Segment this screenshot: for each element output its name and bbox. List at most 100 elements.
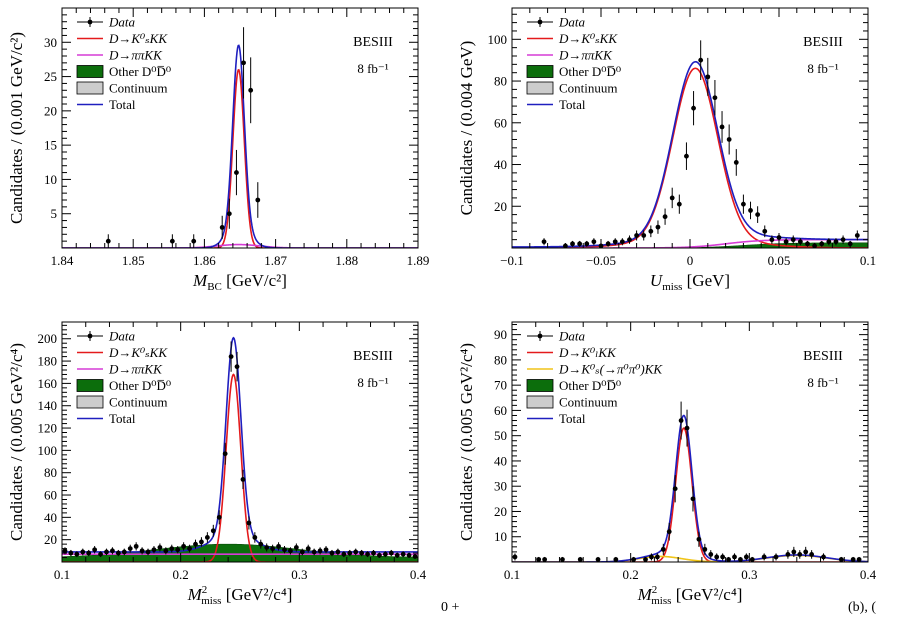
legend-marker-a-0 xyxy=(87,19,93,25)
data-point-b-32 xyxy=(783,239,789,245)
data-point-c-50 xyxy=(359,550,365,556)
data-point-b-31 xyxy=(776,235,782,240)
data-point-d-17 xyxy=(696,536,702,542)
data-point-d-16 xyxy=(690,496,696,502)
data-point-b-39 xyxy=(833,239,839,245)
y-tick-label-b-3: 80 xyxy=(494,74,507,89)
data-point-d-8 xyxy=(643,557,648,562)
data-point-c-14 xyxy=(145,549,151,555)
caption-fragments: 0 + (b), ( xyxy=(0,598,900,628)
curve-a-0 xyxy=(62,68,418,248)
plot-frame-c xyxy=(61,321,419,563)
y-tick-label-d-5: 60 xyxy=(494,403,507,418)
data-point-c-43 xyxy=(317,548,323,554)
data-point-a-4 xyxy=(226,211,232,217)
curve-a-1 xyxy=(62,243,418,248)
x-tick-label-b-1: −0.05 xyxy=(586,253,616,268)
y-tick-label-a-0: 5 xyxy=(51,206,58,221)
fill-band-c-0 xyxy=(62,543,418,562)
x-tick-label-d-0: 0.1 xyxy=(504,567,520,582)
data-point-c-27 xyxy=(222,451,228,457)
data-point-d-35 xyxy=(838,557,844,562)
chart-panel-a: 1.84 1.85 1.86 1.87 1.88 1.89 5 10 15 20 25 30 MBC [… xyxy=(7,7,430,293)
curve-d-2 xyxy=(512,414,868,562)
legend-label-d-0: Data xyxy=(558,329,586,344)
data-point-d-22 xyxy=(726,557,731,562)
data-point-c-59 xyxy=(412,554,418,559)
data-point-b-12 xyxy=(641,233,647,238)
x-tick-label-a-3: 1.87 xyxy=(264,253,287,268)
data-point-c-26 xyxy=(216,514,222,520)
legend-label-a-4: Continuum xyxy=(109,81,168,96)
data-point-d-34 xyxy=(821,554,826,560)
y-tick-label-c-3: 80 xyxy=(44,465,57,480)
legend-label-a-3: Other D⁰D̅⁰ xyxy=(109,64,171,79)
y-tick-label-d-7: 80 xyxy=(494,352,507,367)
y-tick-label-d-3: 40 xyxy=(494,453,507,468)
data-point-d-36 xyxy=(850,557,856,562)
legend-marker-a-4 xyxy=(76,81,104,95)
data-point-c-42 xyxy=(311,549,317,555)
y-axis-label-d: Candidates / (0.005 GeV²/c⁴) xyxy=(457,343,476,541)
curve-c-2 xyxy=(62,336,418,553)
data-point-b-23 xyxy=(719,124,725,130)
legend-label-b-0: Data xyxy=(558,15,586,30)
data-point-b-10 xyxy=(627,237,632,243)
data-point-c-19 xyxy=(175,547,181,553)
x-tick-label-a-5: 1.89 xyxy=(407,253,430,268)
data-point-d-10 xyxy=(654,554,660,560)
legend-label-b-3: Other D⁰D̅⁰ xyxy=(559,64,621,79)
data-point-b-5 xyxy=(591,239,597,245)
data-point-b-24 xyxy=(726,137,732,142)
data-point-c-0 xyxy=(62,548,68,554)
y-tick-label-c-8: 180 xyxy=(38,354,58,369)
y-tick-label-d-2: 30 xyxy=(494,479,507,494)
data-point-c-13 xyxy=(139,548,145,554)
x-tick-label-b-4: 0.1 xyxy=(860,253,876,268)
experiment-label-d: BESIII xyxy=(803,349,843,364)
legend-label-b-1: D→K⁰ₛKK xyxy=(558,31,618,46)
legend-marker-b-0 xyxy=(537,19,543,25)
x-tick-label-c-2: 0.3 xyxy=(291,567,307,582)
data-point-c-52 xyxy=(371,550,376,556)
data-point-c-17 xyxy=(163,548,169,554)
data-point-c-30 xyxy=(240,476,246,482)
legend-label-d-5: Total xyxy=(559,411,586,426)
y-tick-label-d-8: 90 xyxy=(494,327,507,342)
data-point-d-13 xyxy=(672,486,678,492)
curve-c-0 xyxy=(62,373,418,562)
caption-right: (b), ( xyxy=(848,600,876,615)
y-tick-label-d-1: 20 xyxy=(494,504,507,519)
data-point-b-0 xyxy=(541,239,547,245)
data-point-c-28 xyxy=(228,354,234,360)
data-point-d-33 xyxy=(809,552,815,557)
x-tick-label-b-2: 0 xyxy=(687,253,694,268)
data-point-c-32 xyxy=(252,535,258,540)
data-point-c-40 xyxy=(299,549,305,555)
data-point-c-21 xyxy=(187,546,192,552)
data-point-c-41 xyxy=(305,546,311,552)
data-point-c-39 xyxy=(293,545,299,550)
data-point-b-9 xyxy=(619,239,625,245)
x-tick-label-b-3: 0.05 xyxy=(768,253,791,268)
data-point-d-19 xyxy=(708,552,714,557)
data-point-c-6 xyxy=(98,551,103,557)
y-tick-label-a-1: 10 xyxy=(44,172,57,187)
data-point-b-26 xyxy=(741,201,746,207)
data-point-b-38 xyxy=(826,239,832,245)
data-point-a-8 xyxy=(255,197,261,203)
data-point-b-40 xyxy=(840,237,846,243)
legend-label-d-4: Continuum xyxy=(559,395,618,410)
data-point-d-6 xyxy=(613,557,619,562)
data-point-c-54 xyxy=(382,551,388,557)
data-point-d-26 xyxy=(749,557,755,562)
data-point-d-29 xyxy=(785,552,791,557)
data-point-c-16 xyxy=(157,545,163,550)
data-point-c-1 xyxy=(68,550,74,556)
x-tick-label-b-0: −0.1 xyxy=(500,253,524,268)
y-tick-label-d-0: 10 xyxy=(494,529,507,544)
data-point-c-8 xyxy=(110,548,115,554)
data-point-a-2 xyxy=(191,238,197,244)
x-tick-label-a-2: 1.86 xyxy=(193,253,216,268)
data-point-d-30 xyxy=(791,549,797,555)
